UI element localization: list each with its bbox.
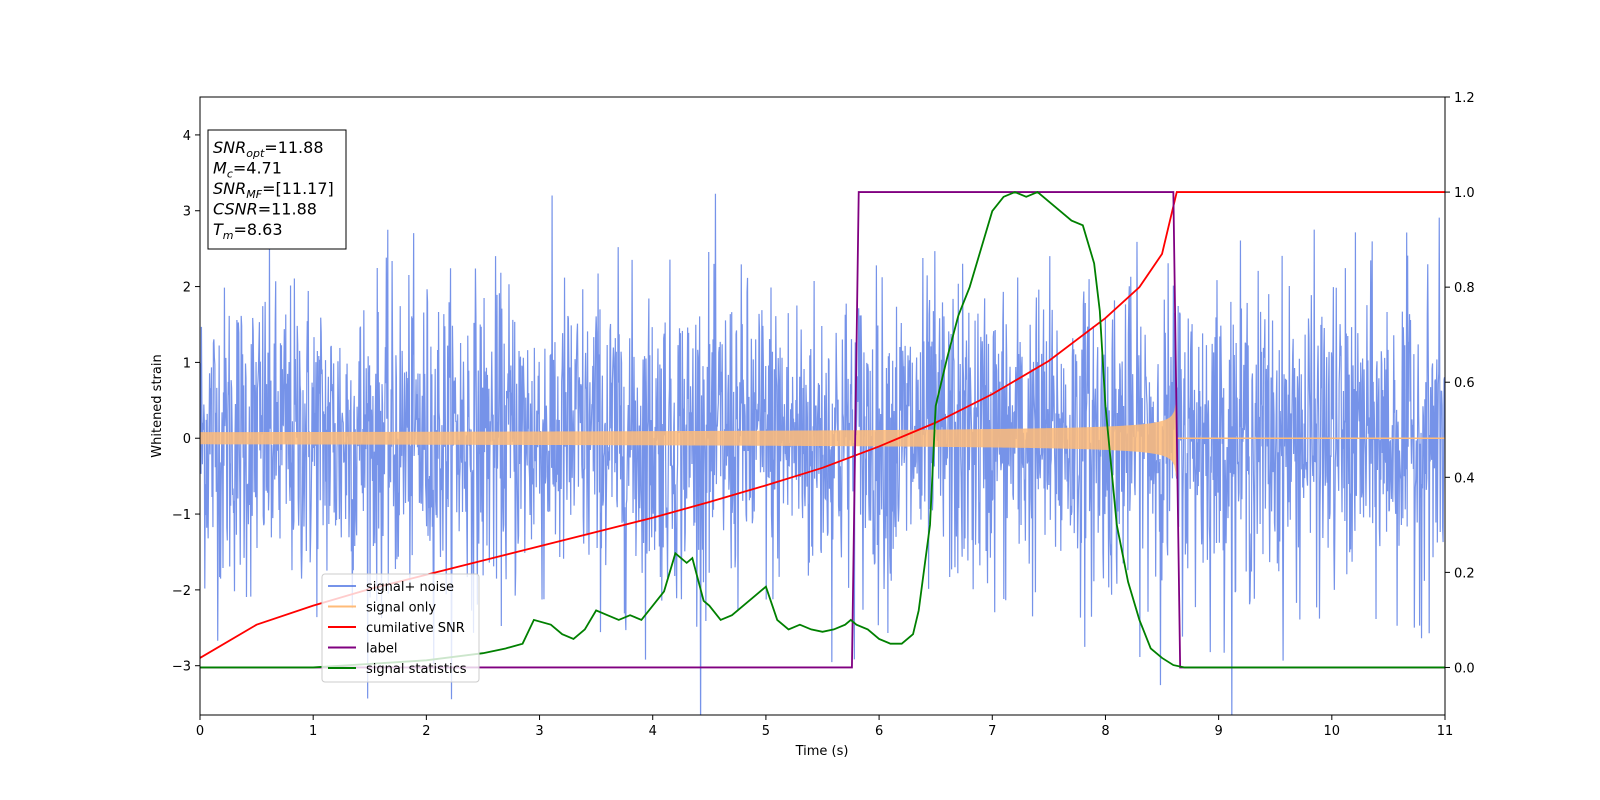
y-right-tick-label: 1.0 [1454, 186, 1475, 201]
legend-frame [321, 573, 480, 683]
legend: signal+ noise signal only cumilative SNR la… [321, 573, 480, 683]
x-tick-label: 7 [988, 724, 996, 739]
series-signal-noise-line [200, 193, 1445, 715]
y-left-tick-label: 4 [183, 129, 191, 144]
x-tick-label: 2 [422, 724, 430, 739]
x-tick-label: 8 [1101, 724, 1109, 739]
info-box-line: Mc=4.71 [213, 159, 282, 181]
y-left-tick-label: 3 [183, 205, 191, 220]
x-tick-label: 1 [309, 724, 317, 739]
x-tick-label: 9 [1214, 724, 1222, 739]
info-box-frame [207, 129, 347, 250]
y-axis-label-left: Whitened strain [150, 354, 165, 457]
plot-frame [199, 96, 1446, 716]
y-left-tick-label: −3 [172, 660, 191, 675]
x-tick-label: 4 [649, 724, 657, 739]
legend-label: signal+ noise [366, 580, 454, 595]
y-left-tick-label: 2 [183, 281, 191, 296]
x-tick-label: 11 [1437, 724, 1454, 739]
legend-label: cumilative SNR [366, 621, 465, 636]
x-tick-label: 0 [196, 724, 204, 739]
info-box-line: Tm=8.63 [213, 220, 283, 242]
x-tick-label: 3 [535, 724, 543, 739]
y-right-tick-label: 0.6 [1454, 376, 1475, 391]
x-axis-label: Time (s) [795, 744, 849, 759]
info-box: SNRopt=11.88Mc=4.71SNRMF=[11.17]CSNR=11.… [207, 129, 347, 250]
series-signal-only-envelope [200, 396, 1177, 480]
y-left-tick-label: −2 [172, 584, 191, 599]
y-right-tick-label: 1.2 [1454, 91, 1475, 106]
y-left-tick-label: 1 [183, 356, 191, 371]
y-right-tick-label: 0.2 [1454, 566, 1475, 581]
info-box-line: CSNR=11.88 [213, 200, 317, 219]
y-left-tick-label: 0 [183, 432, 191, 447]
info-box-line: SNRMF=[11.17] [213, 179, 334, 201]
y-left-tick-label: −1 [172, 508, 191, 523]
y-right-tick-label: 0.0 [1454, 661, 1475, 676]
legend-label: label [366, 642, 397, 657]
legend-label: signal only [366, 601, 436, 616]
info-box-line: SNRopt=11.88 [213, 138, 324, 160]
y-right-tick-label: 0.8 [1454, 281, 1475, 296]
series-signal-statistics-line [200, 191, 1445, 669]
y-right-tick-label: 0.4 [1454, 471, 1475, 486]
x-tick-label: 10 [1324, 724, 1341, 739]
legend-label: signal statistics [366, 662, 467, 677]
x-tick-label: 6 [875, 724, 883, 739]
ticks-layer: 0 1 2 3 4 5 6 7 8 9 10 11 −3 −2 −1 0 1 2 3 4 0.0 0.2 0.4 0.6 0.8… [172, 91, 1475, 739]
x-tick-label: 5 [762, 724, 770, 739]
